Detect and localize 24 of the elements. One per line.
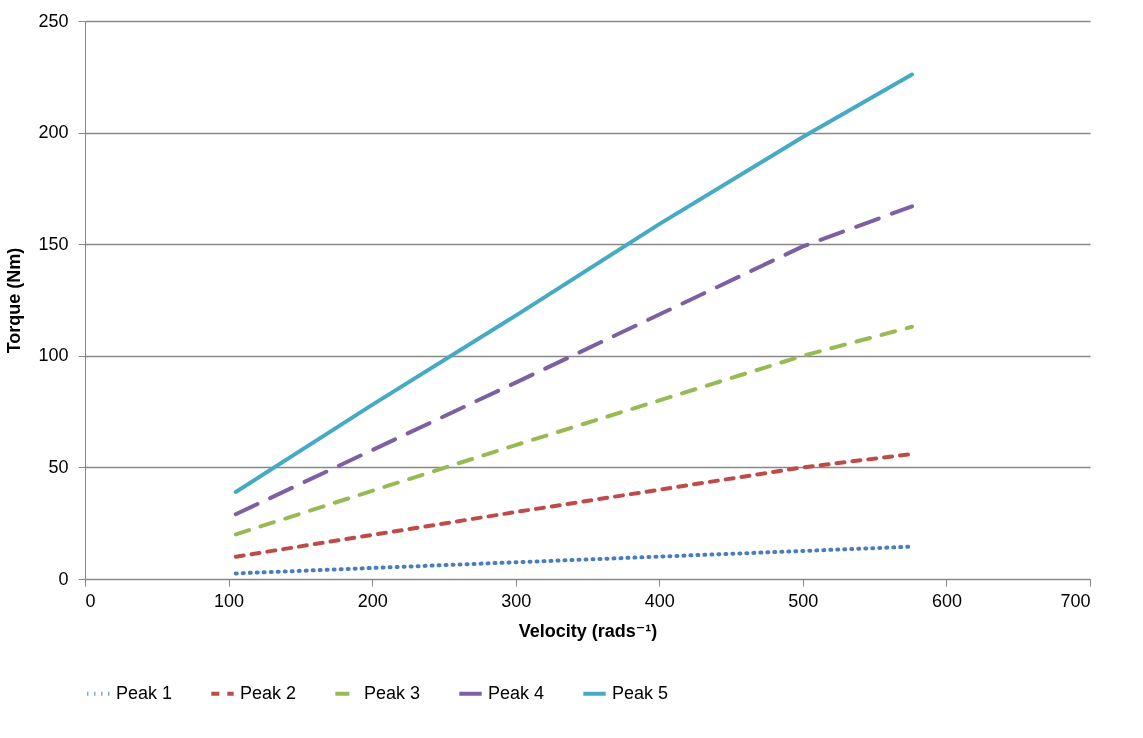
y-tick-label: 100 [38,345,69,366]
y-tick-label: 150 [38,233,69,254]
legend-label: Peak 4 [488,682,545,703]
y-tick-label: 200 [38,122,69,143]
y-tick-label: 50 [48,456,69,477]
legend-label: Peak 1 [116,682,173,703]
legend-label: Peak 3 [364,682,421,703]
x-tick-label: 500 [788,590,819,611]
line-series [233,204,914,517]
x-tick-label: 700 [1060,590,1091,611]
legend-label: Peak 5 [612,682,669,703]
x-axis-title: Velocity (rads⁻¹) [518,620,658,641]
x-tick-label: 0 [85,590,96,611]
y-tick-label: 0 [58,568,69,589]
y-axis-title: Torque (Nm) [4,247,25,354]
x-tick-label: 100 [214,590,245,611]
x-tick-label: 200 [357,590,388,611]
line-series [233,72,914,494]
x-tick-label: 600 [931,590,962,611]
x-tick-label: 400 [644,590,675,611]
y-tick-label: 250 [38,10,69,31]
legend-label: Peak 2 [240,682,297,703]
line-series [233,324,914,537]
x-tick-label: 300 [501,590,532,611]
